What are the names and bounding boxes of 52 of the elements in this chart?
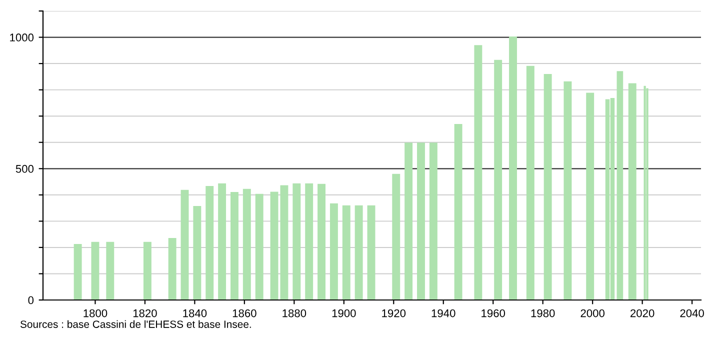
y-tick-label: 500 [16,164,34,173]
x-tick-label: 2000 [580,309,604,318]
x-tick-label: 1860 [232,309,256,318]
bar [206,186,214,300]
bar [230,192,238,300]
x-tick-label: 1840 [183,309,207,318]
x-tick-label: 1980 [531,309,555,318]
bar [429,142,438,300]
bar [218,183,226,300]
bar [404,142,413,300]
bar [544,74,552,300]
x-tick-label: 1880 [282,309,306,318]
bar [330,203,338,300]
bar [586,92,594,300]
bar [180,190,189,300]
y-tick-label: 0 [28,296,34,304]
x-tick-label: 1900 [332,309,356,318]
bar [74,244,82,300]
x-tick-label: 1960 [482,309,506,318]
source-note: Sources : base Cassini de l'EHESS et base Insee. [20,320,251,328]
bar [255,194,264,300]
bar [305,183,314,300]
x-tick-label: 2040 [680,309,704,318]
bar [367,205,376,300]
bar [342,205,350,300]
bar [354,205,363,300]
y-tick-label: 1000 [10,34,34,42]
bar [564,81,572,300]
bar [270,192,278,300]
x-tick-label: 1920 [382,309,406,318]
bar [494,60,502,300]
bar [143,242,152,300]
bar [509,36,517,300]
bar [242,188,251,300]
bar [616,71,624,300]
bar [106,242,114,300]
bar [280,185,288,300]
bar [474,45,482,300]
bar [417,142,425,300]
x-tick-label: 1940 [432,309,456,318]
bar [628,83,636,300]
bar [193,206,202,300]
bar [91,242,100,300]
bar [392,174,400,300]
bar [454,124,462,300]
x-tick-label: 2020 [630,309,654,318]
x-tick-label: 1800 [84,309,108,318]
bar [318,184,326,300]
x-tick-label: 1820 [133,309,157,318]
bar [168,238,176,300]
bar [526,66,534,300]
bar [292,183,301,300]
